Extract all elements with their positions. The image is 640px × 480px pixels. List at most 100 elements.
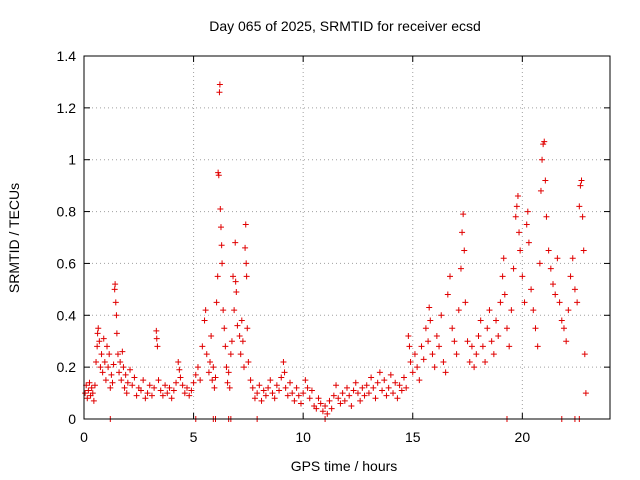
data-point [537,187,544,194]
data-point [447,273,454,280]
data-point [295,392,302,399]
data-point [400,374,407,381]
data-point [190,379,197,386]
data-point [114,351,121,358]
data-point [392,379,399,386]
data-point [101,358,108,365]
chart-title: Day 065 of 2025, SRMTID for receiver ecs… [209,18,481,34]
data-point [396,382,403,389]
data-point [427,317,434,324]
data-point [137,387,144,394]
data-point [227,351,234,358]
data-point [267,377,274,384]
data-point [243,273,250,280]
data-point [245,358,252,365]
data-point [333,382,340,389]
data-point [341,397,348,404]
data-point [188,387,195,394]
plot-frame [83,55,611,420]
data-point [202,307,209,314]
data-point [82,390,89,397]
data-point [503,325,510,332]
data-point [420,356,427,363]
data-point [240,364,247,371]
data-point [203,351,210,358]
data-point [91,382,98,389]
data-point [96,338,103,345]
data-point [291,397,298,404]
data-point [379,387,386,394]
data-point [211,384,218,391]
data-point [552,291,559,298]
data-point [124,379,131,386]
data-point [322,403,329,410]
data-point [93,358,100,365]
data-point [350,387,357,394]
data-point [242,244,249,251]
data-point [244,325,251,332]
data-point [499,273,506,280]
data-point [304,384,311,391]
data-point [214,273,221,280]
data-point [173,379,180,386]
data-point [254,390,261,397]
data-point [100,335,107,342]
data-point [176,366,183,373]
data-point [563,338,570,345]
data-point [501,291,508,298]
y-tick-label: 0.6 [57,255,77,271]
data-point [370,384,377,391]
data-point [153,335,160,342]
data-point [545,247,552,254]
y-tick-label: 0.4 [57,307,77,323]
data-point [118,377,125,384]
data-point [162,382,169,389]
data-point [368,374,375,381]
data-point [177,374,184,381]
data-point [109,379,116,386]
data-point [363,382,370,389]
data-point [471,364,478,371]
data-point [422,325,429,332]
data-point [457,265,464,272]
x-tick-label: 10 [295,429,311,445]
data-point [293,384,300,391]
data-point [207,358,214,365]
data-point [574,299,581,306]
data-point [121,384,128,391]
data-point [490,351,497,358]
data-point [232,239,239,246]
data-point [519,273,526,280]
x-tick-label: 20 [515,429,531,445]
data-point [468,343,475,350]
data-point [271,395,278,402]
data-point [577,182,584,189]
data-point [209,377,216,384]
data-point [536,260,543,267]
data-point [287,379,294,386]
data-point [484,325,491,332]
data-point [140,377,147,384]
data-point [212,374,219,381]
data-point [569,255,576,262]
data-point [210,364,217,371]
data-point [540,141,547,148]
data-point [302,377,309,384]
data-point [201,317,208,324]
data-point [213,299,220,306]
data-point [426,304,433,311]
data-point [225,369,232,376]
data-point [102,377,109,384]
x-axis-label: GPS time / hours [291,458,398,474]
data-point [122,371,129,378]
data-point [534,343,541,350]
x-tick-label: 15 [405,429,421,445]
data-point [346,392,353,399]
data-point [154,343,161,350]
data-point [88,384,95,391]
data-point [94,343,101,350]
data-point [159,392,166,399]
data-point [192,371,199,378]
data-point [181,390,188,397]
data-point [390,390,397,397]
